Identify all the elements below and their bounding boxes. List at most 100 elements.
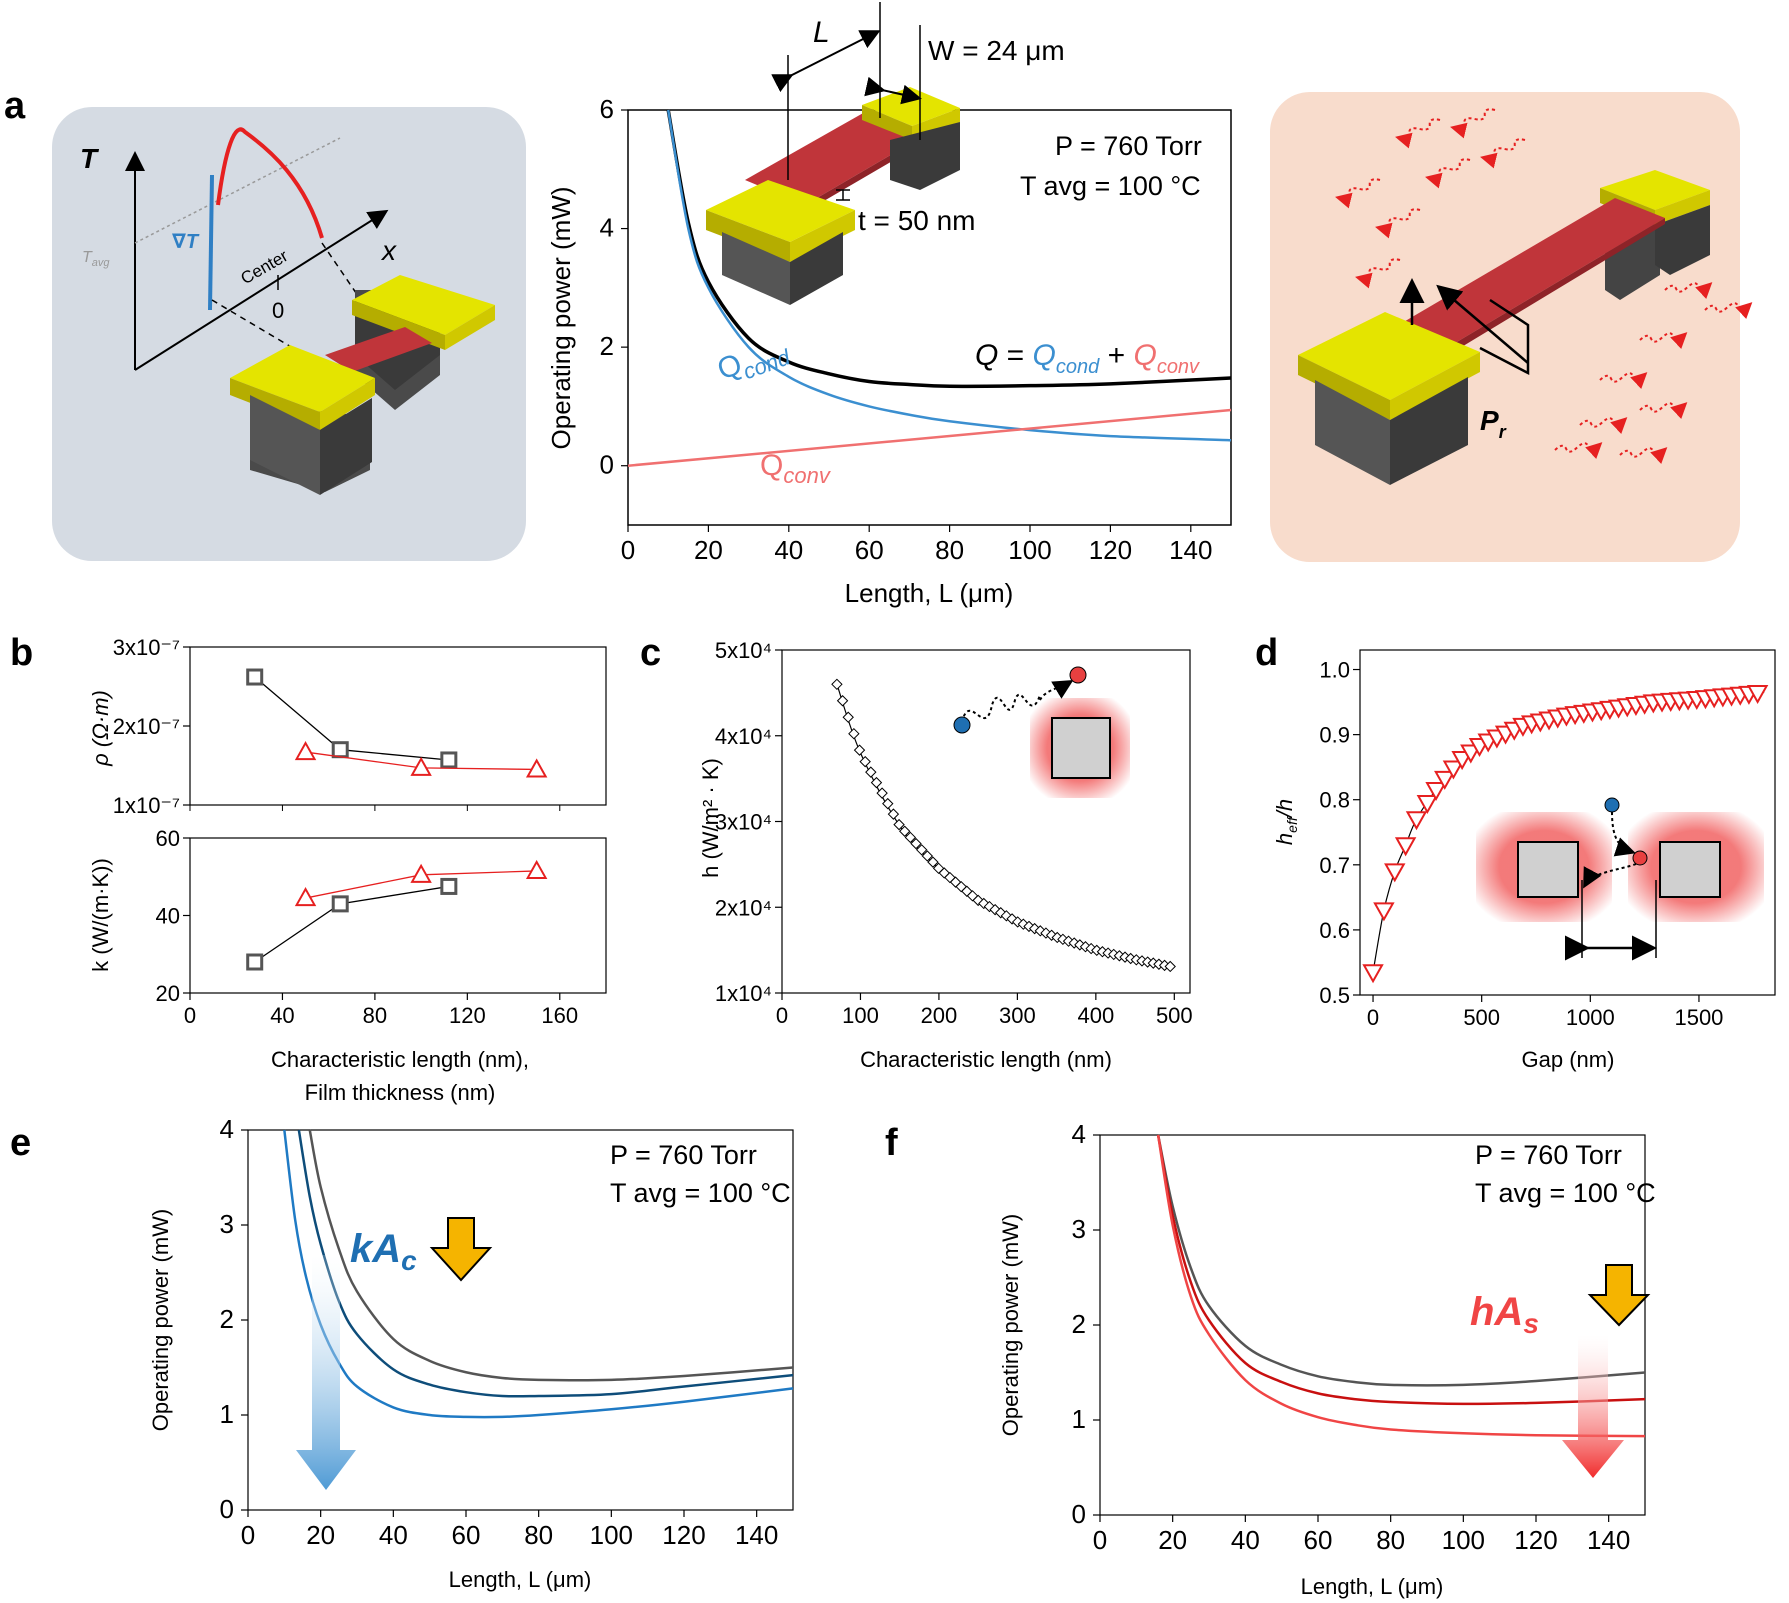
chart-f-xtick-label: 40 <box>1231 1525 1260 1555</box>
axis-x-label: x <box>380 235 397 266</box>
chart-b-bottom-film-point <box>410 863 432 883</box>
label-q-total: Q = Qcond + Qconv <box>975 339 1200 378</box>
radiation-squiggle <box>1554 442 1603 459</box>
chart-e-tavg: T avg = 100 °C <box>610 1178 791 1208</box>
chart-b-top-film-point <box>410 756 432 776</box>
chart-b-xtick-label: 0 <box>184 1003 196 1028</box>
chart-c-point <box>893 818 905 831</box>
chart-c-xtick-label: 300 <box>999 1003 1036 1028</box>
chart-f-series-mid <box>1156 1134 1646 1406</box>
chart-b-xtick-label: 80 <box>363 1003 387 1028</box>
radiation-squiggle <box>1425 158 1471 189</box>
chart-d-xtick-label: 0 <box>1367 1005 1379 1030</box>
chart-d-xlabel: Gap (nm) <box>1522 1047 1615 1072</box>
chart-a-xlabel: Length, L (μm) <box>845 578 1014 608</box>
chart-b-bottom-charlen-point <box>440 877 458 895</box>
chart-b-xlabel: Characteristic length (nm), <box>271 1047 529 1072</box>
chart-c-point <box>842 711 854 723</box>
chart-b-bottom-ytick-label: 40 <box>156 904 180 929</box>
chart-d-point <box>1434 770 1456 790</box>
chart-a-xtick-label: 100 <box>1008 535 1051 565</box>
panel-label-c: c <box>640 632 661 674</box>
chart-e-series-mid <box>297 1129 794 1398</box>
chart-f-xtick-label: 120 <box>1514 1525 1557 1555</box>
radiation-squiggle <box>1480 138 1526 169</box>
chart-e-ylabel: Operating power (mW) <box>148 1209 173 1432</box>
chart-b-bottom-film-point <box>294 887 317 907</box>
chart-e-kac-label: kAc <box>350 1227 417 1276</box>
chart-c-point <box>848 727 860 740</box>
chart-a-series-0 <box>666 109 1232 389</box>
chart-a-ytick-label: 4 <box>600 213 614 243</box>
chart-c-point <box>1164 960 1176 973</box>
chart-d-ytick-label: 0.5 <box>1319 983 1350 1008</box>
chart-c-point <box>887 808 900 820</box>
chart-a-series-2 <box>627 408 1232 467</box>
chart-d-ytick-label: 0.7 <box>1319 853 1350 878</box>
chart-a-xtick-label: 20 <box>694 535 723 565</box>
chart-a-series-1 <box>666 109 1232 442</box>
chart-c-ytick-label: 1x10⁴ <box>715 981 772 1006</box>
radiation-squiggle <box>1639 402 1688 419</box>
chart-e-gold-arrow <box>429 1217 493 1282</box>
chart-d-ylabel: heff/h <box>1272 799 1300 845</box>
chart-c-point <box>899 825 911 837</box>
chart-d-point <box>1384 863 1406 883</box>
chart-b-xlabel2: Film thickness (nm) <box>305 1080 496 1105</box>
chart-b-xtick-label: 40 <box>270 1003 294 1028</box>
label-q-conv: Qconv <box>760 449 832 488</box>
label-q-cond: Qcond <box>713 331 794 392</box>
panel-label-e: e <box>10 1122 31 1164</box>
chart-f-xtick-label: 0 <box>1093 1525 1107 1555</box>
radiation-squiggle <box>1599 372 1648 389</box>
chart-a-pressure: P = 760 Torr <box>1055 131 1202 161</box>
chart-f-down-arrow <box>1562 1335 1624 1478</box>
chart-f-ytick-label: 1 <box>1072 1404 1086 1434</box>
chart-c-point <box>904 831 917 844</box>
chart-b-top-charlen-line <box>254 676 449 761</box>
chart-e-xtick-label: 100 <box>590 1520 633 1550</box>
chart-a-tavg: T avg = 100 °C <box>1020 171 1201 201</box>
chart-a-ylabel: Operating power (mW) <box>546 187 576 450</box>
chart-b-bottom-charlen-line <box>254 885 449 963</box>
chart-b-bottom-charlen-point <box>246 953 264 971</box>
chart-b-xtick-label: 120 <box>449 1003 486 1028</box>
radiation-squiggle <box>1335 178 1381 209</box>
chart-f-ytick-label: 3 <box>1072 1214 1086 1244</box>
chart-d-xtick-label: 500 <box>1463 1005 1500 1030</box>
chart-b-bottom-ylabel: k (W/(m·K)) <box>88 858 113 972</box>
chart-d-ytick-label: 0.6 <box>1319 918 1350 943</box>
inset-W-label: W = 24 μm <box>928 35 1065 66</box>
radiation-squiggle <box>1639 332 1688 349</box>
chart-a-ytick-label: 0 <box>600 450 614 480</box>
chart-e-ytick-label: 2 <box>220 1304 234 1334</box>
chart-d-point <box>1373 902 1395 922</box>
chart-c-ytick-label: 3x10⁴ <box>715 810 772 835</box>
chart-f-ytick-label: 0 <box>1072 1499 1086 1529</box>
chart-c-point <box>876 787 888 799</box>
device-small-icon <box>230 275 495 495</box>
chart-e: 0 20 40 60 80 100 120 140 0 1 2 3 4 kAc P = 760 Torr… <box>148 1114 794 1592</box>
chart-c: 0 100 200 300 400 500 1x10⁴ 2x10⁴ 3x10⁴ 4x10⁴ 5x10… <box>698 638 1193 1072</box>
chart-f-xtick-label: 140 <box>1587 1525 1630 1555</box>
chart-b-xtick-label: 160 <box>541 1003 578 1028</box>
chart-d-xtick-label: 1000 <box>1566 1005 1615 1030</box>
chart-c-point <box>836 695 849 707</box>
chart-d-point <box>1425 781 1447 801</box>
chart-d-ytick-label: 0.8 <box>1319 788 1350 813</box>
panel-label-a: a <box>4 85 26 127</box>
radiation-squiggle <box>1619 447 1668 464</box>
chart-c-xtick-label: 100 <box>842 1003 879 1028</box>
chart-f-xlabel: Length, L (μm) <box>1301 1574 1444 1599</box>
chart-b-top-film-point <box>525 758 548 778</box>
radiation-squiggle <box>1355 258 1401 289</box>
chart-c-point <box>870 776 883 789</box>
inset-t-label: t = 50 nm <box>858 205 976 236</box>
radiation-squiggle <box>1375 208 1421 239</box>
chart-d-xtick-label: 1500 <box>1674 1005 1723 1030</box>
radiation-squiggle <box>1664 282 1713 299</box>
chart-c-point <box>915 844 928 856</box>
chart-a-ytick-label: 2 <box>600 331 614 361</box>
radiation-squiggle <box>1450 108 1496 139</box>
